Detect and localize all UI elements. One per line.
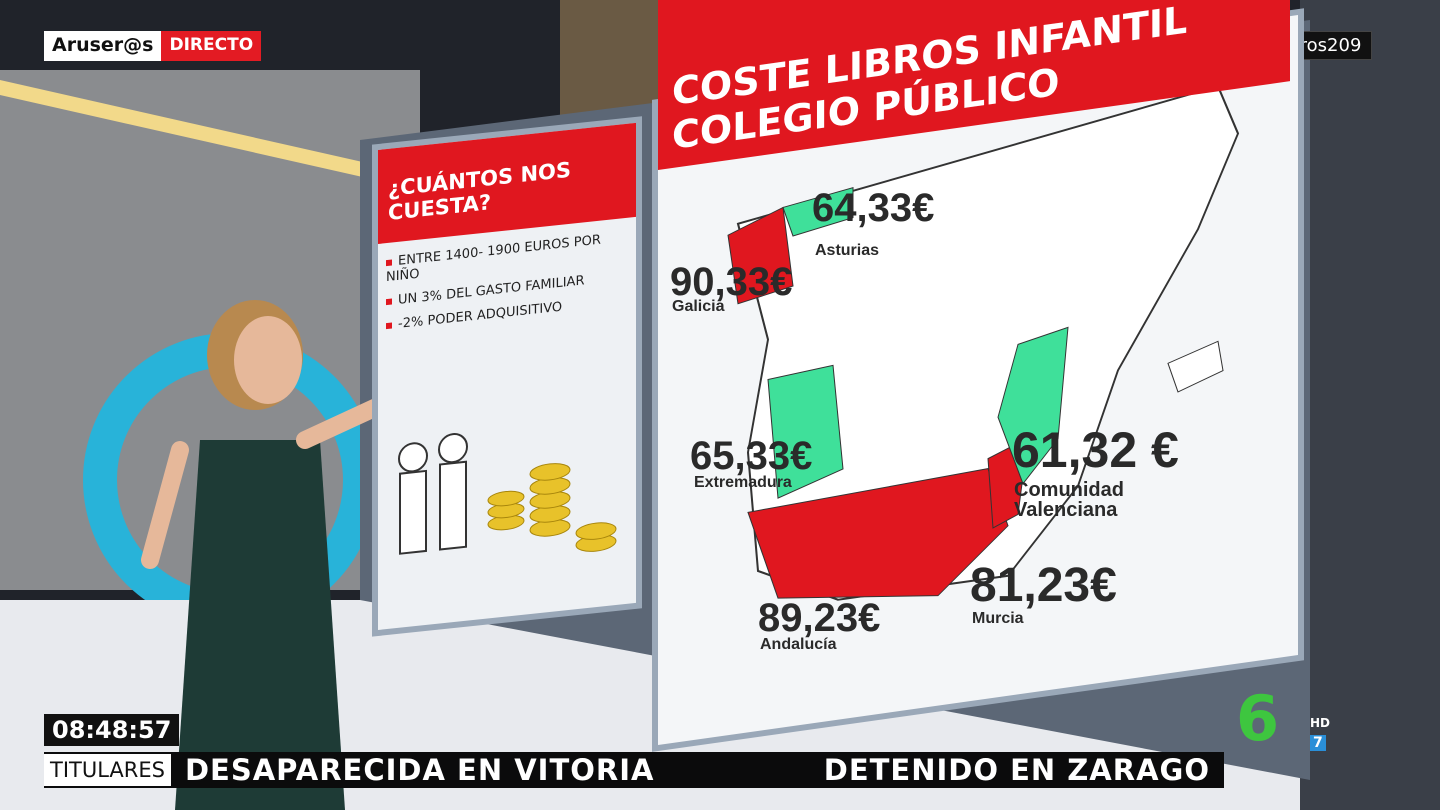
region-name: Comunidad Valenciana xyxy=(1014,479,1124,521)
region-name: Asturias xyxy=(815,242,880,259)
region-name: Extremadura xyxy=(694,474,792,491)
channel-logo: Aruser@s DIRECTO xyxy=(44,31,262,61)
live-badge: DIRECTO xyxy=(161,31,262,61)
region-cost: 65,33€ xyxy=(690,434,813,478)
headline: DESAPARECIDA EN VITORIA xyxy=(184,753,655,787)
sub-channel: 7 xyxy=(1310,735,1326,751)
region-cost: 81,23€ xyxy=(970,559,1117,612)
program-name: Aruser@s xyxy=(44,31,162,61)
region-cost: 89,23€ xyxy=(758,596,881,640)
news-ticker: TITULARES DESAPARECIDA EN VITORIA DETENI… xyxy=(44,752,1224,788)
region-cost: 90,33€ xyxy=(670,260,793,304)
map-panel xyxy=(658,15,1298,745)
region-name: Andalucía xyxy=(760,636,837,653)
region-name: Galicia xyxy=(672,298,725,315)
illustration xyxy=(398,433,617,555)
region-cost: 61,32 € xyxy=(1012,422,1179,478)
info-panel: ¿CUÁNTOS NOS CUESTA? ENTRE 1400- 1900 EU… xyxy=(378,122,636,630)
clock: 08:48:57 xyxy=(44,714,180,746)
spain-map xyxy=(727,85,1240,601)
region-name: Murcia xyxy=(972,610,1024,627)
headline: DETENIDO EN ZARAGO xyxy=(823,753,1210,787)
ticker-section: TITULARES xyxy=(44,754,171,786)
region-cost: 64,33€ xyxy=(812,186,935,230)
hd-badge: HD xyxy=(1310,716,1331,730)
bullet-list: ENTRE 1400- 1900 EUROS POR NIÑO UN 3% DE… xyxy=(386,230,628,333)
network-logo: 6 xyxy=(1236,682,1280,755)
